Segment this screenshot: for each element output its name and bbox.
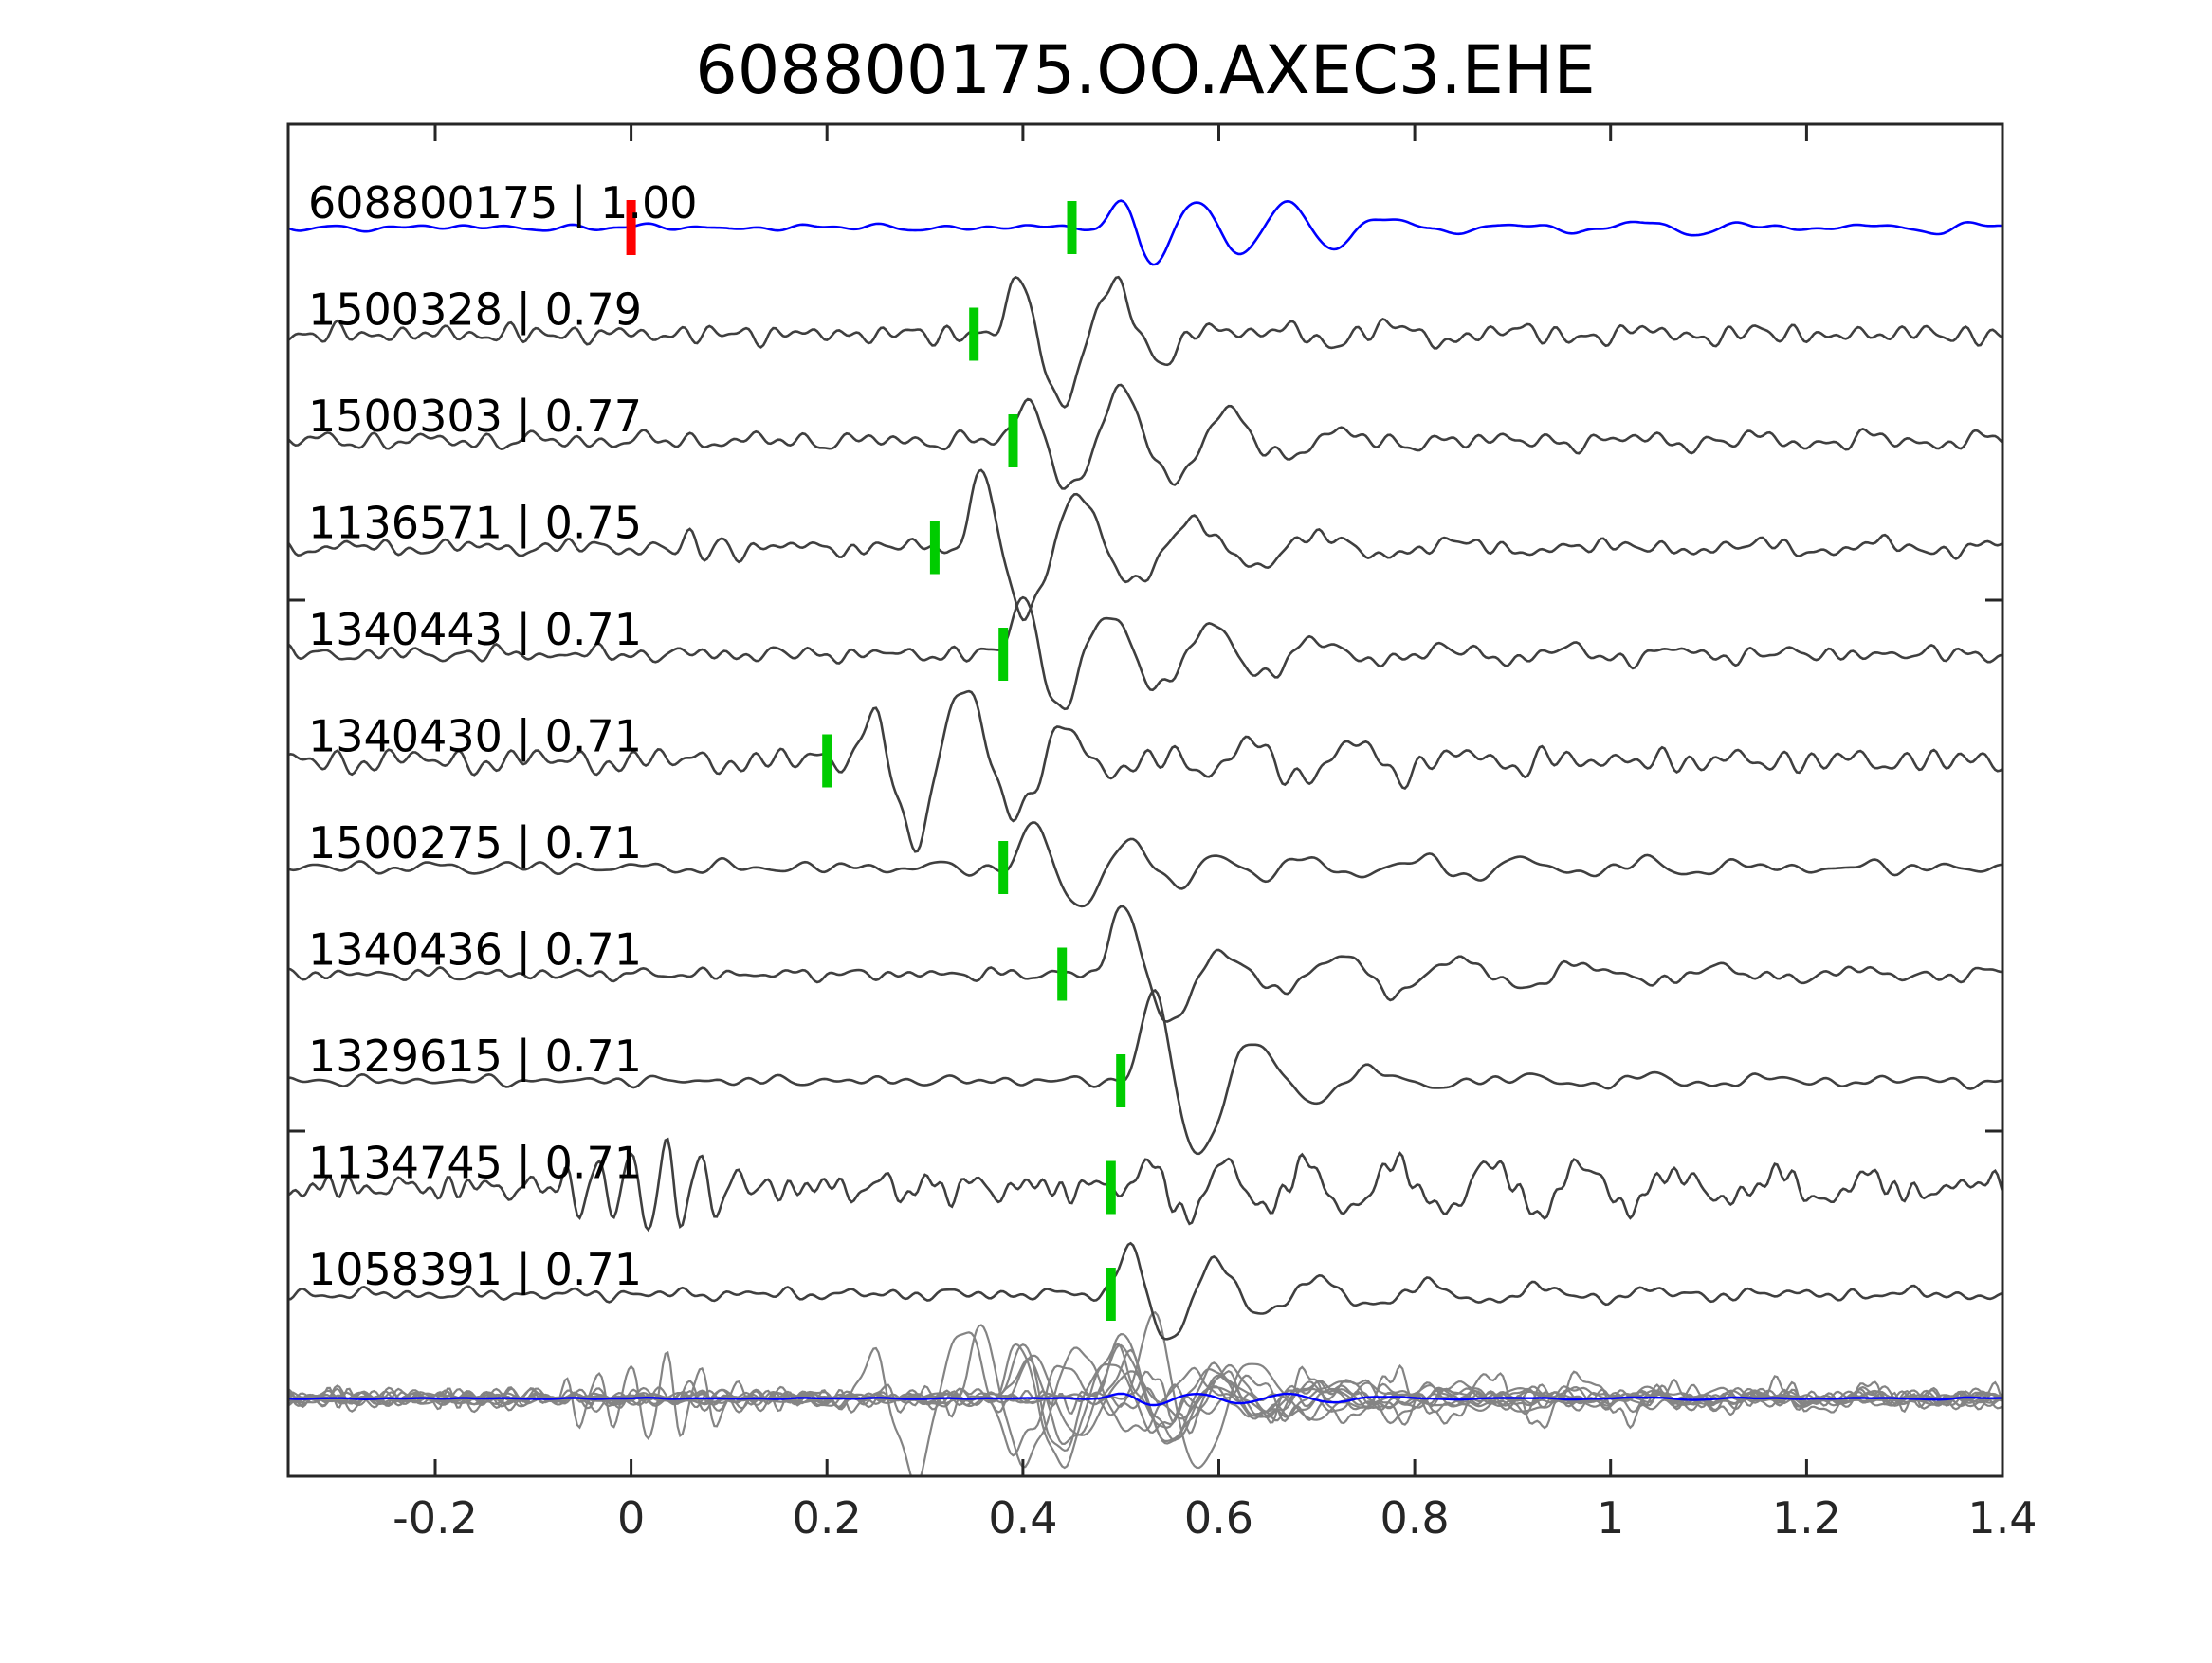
axis-ticks-layer <box>288 124 2004 1476</box>
trace-1340443 <box>288 595 2002 711</box>
trace-1340430 <box>288 689 2002 853</box>
x-tick-label-0: 0 <box>617 1492 645 1544</box>
trace-1340436 <box>288 905 2002 1023</box>
x-tick-label-1: 1 <box>1597 1492 1624 1544</box>
x-tick-label-0.6: 0.6 <box>1184 1492 1253 1544</box>
overlay-trace-1340430 <box>288 1331 2002 1476</box>
x-tick-label-0.8: 0.8 <box>1380 1492 1450 1544</box>
pick-marker-1340436 <box>1057 947 1068 1001</box>
trace-label-1340443: 1340443 | 0.71 <box>308 604 642 656</box>
traces-layer <box>288 199 2002 1476</box>
pick-marker-1340430 <box>822 734 832 788</box>
trace-label-1340430: 1340430 | 0.71 <box>308 711 642 763</box>
pick-marker-1340443 <box>998 628 1009 681</box>
trace-1500328 <box>288 275 2002 409</box>
overlay-trace-1134745 <box>288 1350 2002 1440</box>
overlay-trace-1500328 <box>288 1343 2002 1470</box>
plot-border <box>286 122 2004 1478</box>
trace-label-1329615: 1329615 | 0.71 <box>308 1031 642 1083</box>
x-tick-label-1.4: 1.4 <box>1967 1492 2037 1544</box>
trace-label-1136571: 1136571 | 0.75 <box>308 498 642 550</box>
trace-1500275 <box>288 821 2002 908</box>
trace-labels-layer: 608800175 | 1.00 1500328 | 0.79 1500303 | … <box>308 177 698 1296</box>
overlay-reference-trace <box>288 1392 2002 1407</box>
pick-marker-1329615 <box>1116 1054 1126 1107</box>
x-tick-label-0.2: 0.2 <box>793 1492 862 1544</box>
trace-1500303 <box>288 383 2002 490</box>
pick-marker-1500328 <box>969 307 979 361</box>
trace-label-1500303: 1500303 | 0.77 <box>308 391 642 443</box>
trace-label-1134745: 1134745 | 0.71 <box>308 1138 642 1190</box>
x-tick-label--0.2: -0.2 <box>393 1492 478 1544</box>
pick-marker-1058391 <box>1106 1268 1116 1321</box>
pick-marker-1500275 <box>998 841 1009 894</box>
axis-tick-labels-layer: -0.2 0 0.2 0.4 0.6 0.8 1 1.2 1.4 <box>393 1492 2037 1544</box>
trace-label-1058391: 1058391 | 0.71 <box>308 1244 642 1296</box>
trace-1136571 <box>288 468 2002 622</box>
trace-1329615 <box>288 988 2002 1156</box>
overlay-trace-1058391 <box>288 1348 2002 1442</box>
pick-markers-layer <box>626 200 1126 1321</box>
origin-marker-608800175 <box>626 200 636 255</box>
chart-title: 608800175.OO.AXEC3.EHE <box>695 31 1596 109</box>
trace-1134745 <box>288 1137 2002 1233</box>
trace-label-608800175: 608800175 | 1.00 <box>308 177 698 229</box>
pick-marker-1134745 <box>1106 1160 1116 1215</box>
pick-marker-1136571 <box>929 521 940 575</box>
pick-marker-608800175 <box>1067 201 1077 254</box>
trace-label-1500328: 1500328 | 0.79 <box>308 284 642 337</box>
trace-label-1500275: 1500275 | 0.71 <box>308 817 642 869</box>
trace-1058391 <box>288 1241 2002 1341</box>
x-tick-label-1.2: 1.2 <box>1772 1492 1841 1544</box>
trace-label-1340436: 1340436 | 0.71 <box>308 924 642 977</box>
pick-marker-1500303 <box>1008 414 1018 467</box>
x-tick-label-0.4: 0.4 <box>988 1492 1057 1544</box>
trace-608800175 <box>288 199 2002 266</box>
